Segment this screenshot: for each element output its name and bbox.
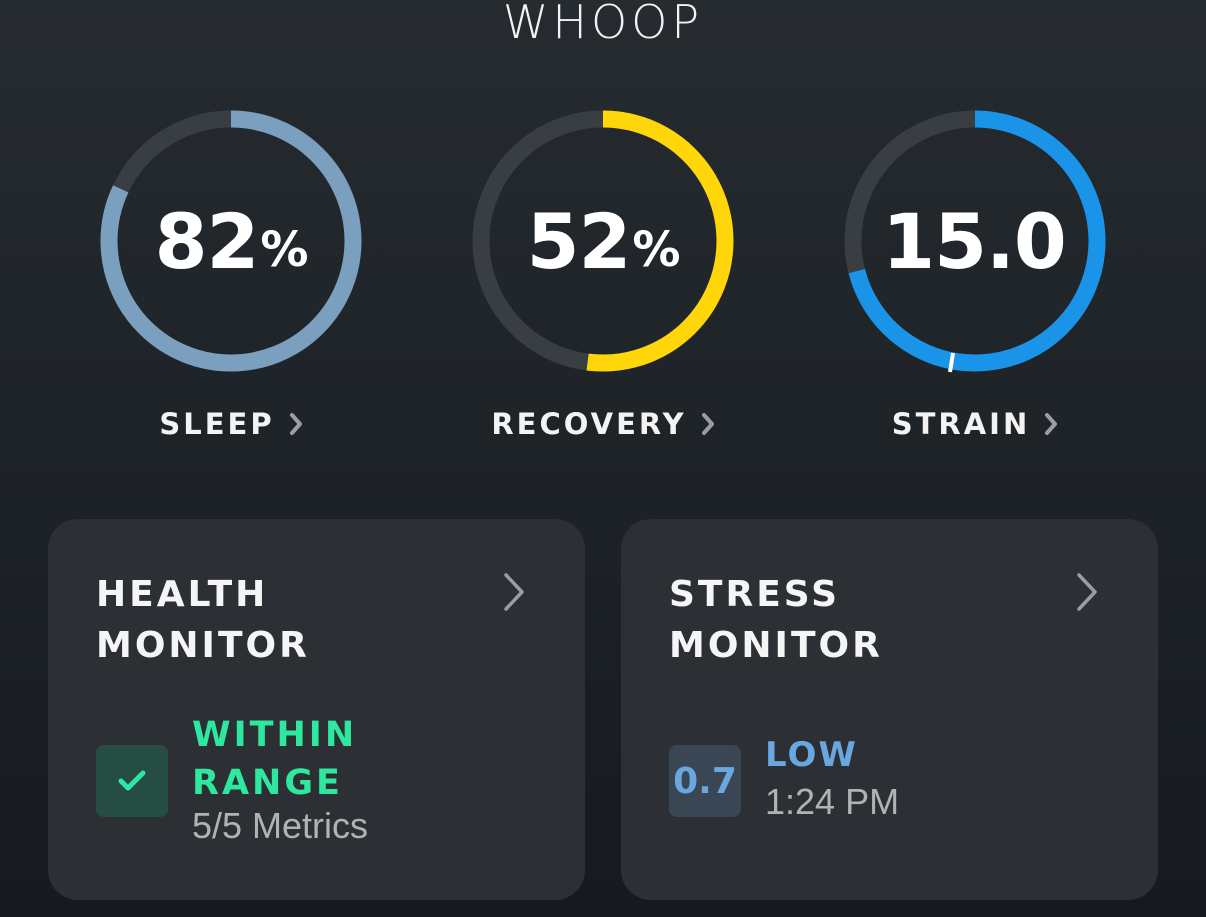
sleep-link[interactable]: SLEEP (96, 402, 366, 446)
strain-link[interactable]: STRAIN (840, 402, 1110, 446)
stress-monitor-title: STRESS MONITOR (669, 569, 883, 671)
recovery-value: 52% (468, 106, 738, 376)
chevron-right-icon (1077, 573, 1097, 611)
recovery-ring-chart (472, 110, 734, 372)
strain-score: 15.0 (882, 196, 1067, 286)
sleep-value: 82% (96, 106, 366, 376)
chevron-right-icon (504, 573, 524, 611)
stress-score-badge: 0.7 (669, 745, 741, 817)
sleep-ring[interactable]: 82% (96, 106, 366, 376)
chevron-right-icon (701, 413, 714, 435)
sleep-ring-chart (100, 110, 362, 372)
health-status-line2: RANGE (192, 763, 343, 803)
sleep-label: SLEEP (159, 407, 275, 441)
health-monitor-title: HEALTH MONITOR (96, 569, 310, 671)
chevron-right-icon (1045, 413, 1058, 435)
health-status: WITHIN RANGE (192, 711, 357, 807)
stress-monitor-title-line2: MONITOR (669, 625, 883, 666)
whoop-logo: WHOOP (502, 0, 704, 49)
health-monitor-card[interactable]: HEALTH MONITOR WITHIN RANGE 5/5 Metrics (48, 519, 585, 900)
strain-ring-progress (844, 110, 1106, 372)
sleep-score: 82 (154, 196, 260, 286)
strain-ring-chart (844, 110, 1106, 373)
health-metrics-count: 5/5 Metrics (192, 805, 369, 846)
strain-ring[interactable]: 15.0 (840, 106, 1110, 376)
recovery-unit: % (632, 222, 680, 278)
recovery-ring[interactable]: 52% (468, 106, 738, 376)
strain-marker (948, 352, 955, 373)
sleep-ring-progress (100, 110, 362, 372)
stress-monitor-card[interactable]: STRESS MONITOR 0.7 LOW 1:24 PM (621, 519, 1158, 900)
stress-monitor-title-line1: STRESS (669, 574, 841, 615)
stress-time: 1:24 PM (765, 781, 900, 822)
strain-value: 15.0 (840, 106, 1110, 376)
recovery-score: 52 (526, 196, 632, 286)
health-monitor-title-line2: MONITOR (96, 625, 310, 666)
recovery-ring-progress (472, 110, 734, 372)
strain-label: STRAIN (891, 407, 1031, 441)
recovery-label: RECOVERY (491, 407, 687, 441)
stress-level: LOW (765, 735, 858, 775)
health-monitor-title-line1: HEALTH (96, 574, 269, 615)
sleep-unit: % (260, 222, 308, 278)
health-status-line1: WITHIN (192, 715, 358, 755)
check-icon (118, 770, 146, 791)
recovery-link[interactable]: RECOVERY (468, 402, 738, 446)
chevron-right-icon (289, 413, 302, 435)
status-check-badge (96, 745, 168, 817)
